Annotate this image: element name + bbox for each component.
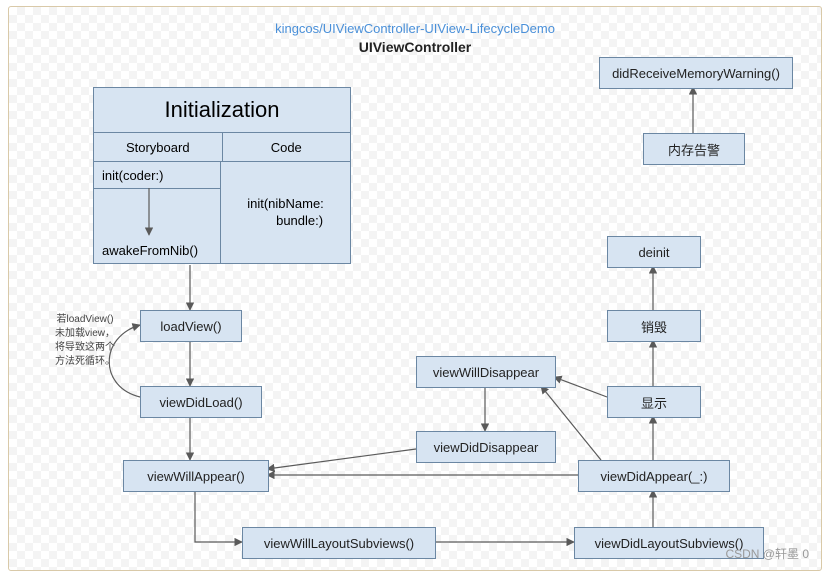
loop-note: 若loadView()未加载view，将导致这两个方法死循环。	[53, 313, 117, 369]
node-view-did-disappear: viewDidDisappear	[416, 431, 556, 463]
node-init-coder: init(coder:)	[93, 162, 221, 189]
node-view-will-layout: viewWillLayoutSubviews()	[242, 527, 436, 559]
source-link[interactable]: kingcos/UIViewController-UIView-Lifecycl…	[9, 21, 821, 36]
init-title: Initialization	[93, 87, 351, 133]
node-view-will-disappear: viewWillDisappear	[416, 356, 556, 388]
edge	[554, 377, 607, 397]
init-coder-to-awake-gap	[93, 189, 221, 237]
watermark: CSDN @轩墨 0	[725, 545, 809, 562]
edge	[195, 490, 242, 542]
node-destroy: 销毁	[607, 310, 701, 342]
node-view-will-appear: viewWillAppear()	[123, 460, 269, 492]
node-view-did-load: viewDidLoad()	[140, 386, 262, 418]
node-memory-warn-label: 内存告警	[643, 133, 745, 165]
diagram-canvas: kingcos/UIViewController-UIView-Lifecycl…	[8, 6, 822, 571]
node-init-nibname: init(nibName: bundle:)	[221, 162, 351, 264]
col-storyboard: Storyboard	[93, 133, 222, 162]
node-deinit: deinit	[607, 236, 701, 268]
edge	[267, 449, 416, 469]
diagram-title: UIViewController	[9, 39, 821, 55]
initialization-table: Initialization Storyboard Code init(code…	[93, 87, 351, 265]
node-view-did-appear: viewDidAppear(_:)	[578, 460, 730, 492]
col-code: Code	[222, 133, 352, 162]
node-did-receive-memory: didReceiveMemoryWarning()	[599, 57, 793, 89]
node-load-view: loadView()	[140, 310, 242, 342]
node-display: 显示	[607, 386, 701, 418]
node-awake-from-nib: awakeFromNib()	[93, 237, 221, 264]
